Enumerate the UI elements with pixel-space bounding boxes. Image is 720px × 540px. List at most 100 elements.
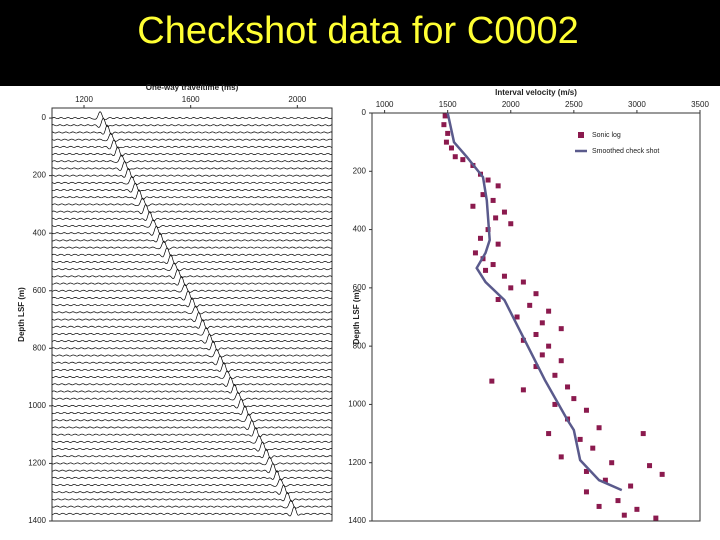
trace <box>51 197 333 207</box>
smoothed-line <box>446 112 623 492</box>
plot-frame <box>371 112 701 522</box>
trace <box>51 161 333 172</box>
slide-title: Checkshot data for C0002 <box>137 10 579 52</box>
trace <box>51 117 333 128</box>
y-tick-label: 1400 <box>348 516 366 525</box>
sonic-point <box>552 401 558 407</box>
trace <box>51 384 333 395</box>
sonic-point <box>483 267 489 273</box>
y-tick-label: 0 <box>362 108 367 117</box>
sonic-point <box>520 279 526 285</box>
sonic-point <box>501 209 507 215</box>
sonic-point <box>558 454 564 460</box>
trace <box>51 434 333 444</box>
sonic-point <box>495 297 501 303</box>
trace <box>51 204 333 215</box>
sonic-point <box>583 468 589 474</box>
trace <box>51 111 333 121</box>
y-tick-label: 600 <box>353 283 367 292</box>
x-tick-label: 1600 <box>182 95 200 104</box>
trace <box>51 254 333 265</box>
trace <box>51 361 333 373</box>
trace <box>51 175 333 185</box>
y-tick-label: 1000 <box>28 401 46 410</box>
x-tick-label: 1500 <box>439 100 457 109</box>
plot-frame <box>51 107 333 522</box>
trace <box>51 327 333 336</box>
trace <box>51 478 333 487</box>
trace <box>51 232 333 243</box>
sonic-point <box>558 326 564 332</box>
trace <box>51 283 333 293</box>
trace <box>51 189 333 200</box>
trace <box>51 405 333 416</box>
trace <box>51 491 333 503</box>
trace <box>51 276 333 287</box>
sonic-point <box>452 154 458 160</box>
trace <box>51 499 333 509</box>
trace <box>51 154 333 164</box>
trace <box>51 413 333 423</box>
trace <box>51 377 333 387</box>
trace <box>51 506 333 517</box>
trace <box>51 167 333 179</box>
sonic-point <box>501 273 507 279</box>
sonic-point <box>552 372 558 378</box>
sonic-point <box>508 285 514 291</box>
y-tick-label: 800 <box>33 343 47 352</box>
y-tick-label: 1200 <box>348 458 366 467</box>
sonic-point <box>640 431 646 437</box>
sonic-point <box>596 425 602 431</box>
y-tick-label: 1000 <box>348 400 366 409</box>
sonic-point <box>602 477 608 483</box>
sonic-point <box>653 515 659 521</box>
trace <box>51 225 333 236</box>
x-tick-label: 1200 <box>75 95 93 104</box>
y-tick-label: 1400 <box>28 516 46 525</box>
x-axis-label: One-way traveltime (ms) <box>146 83 239 92</box>
trace <box>51 268 333 279</box>
y-axis-label: Depth LSF (m) <box>17 287 26 342</box>
trace <box>51 132 333 142</box>
trace <box>51 391 333 401</box>
chart-panel <box>0 86 720 540</box>
x-tick-label: 1000 <box>376 100 394 109</box>
sonic-point <box>520 337 526 343</box>
trace <box>51 139 333 150</box>
sonic-point <box>546 308 552 314</box>
sonic-point <box>495 241 501 247</box>
y-tick-label: 0 <box>42 113 47 122</box>
x-tick-label: 2000 <box>288 95 306 104</box>
sonic-point <box>539 352 545 358</box>
sonic-point <box>634 506 640 512</box>
trace <box>51 290 333 301</box>
sonic-point <box>577 436 583 442</box>
sonic-point <box>533 364 539 370</box>
sonic-point <box>495 183 501 189</box>
trace <box>51 182 333 193</box>
sonic-point <box>448 145 454 151</box>
y-tick-label: 400 <box>353 225 367 234</box>
sonic-point <box>490 262 496 268</box>
y-tick-label: 1200 <box>28 459 46 468</box>
y-tick-label: 200 <box>353 166 367 175</box>
trace <box>51 441 333 452</box>
sonic-point <box>565 384 571 390</box>
sonic-point <box>485 177 491 183</box>
trace <box>51 240 333 250</box>
trace <box>51 210 333 222</box>
sonic-point <box>445 130 451 136</box>
sonic-point <box>628 483 634 489</box>
trace <box>51 469 333 481</box>
sonic-point <box>441 122 447 128</box>
y-tick-label: 200 <box>33 171 47 180</box>
legend-swatch <box>578 132 584 138</box>
sonic-point <box>493 215 499 221</box>
sonic-point <box>571 396 577 402</box>
trace <box>51 419 333 430</box>
legend-label: Sonic log <box>592 132 621 139</box>
sonic-point <box>533 291 539 297</box>
sonic-point <box>520 387 526 393</box>
trace <box>51 305 333 315</box>
